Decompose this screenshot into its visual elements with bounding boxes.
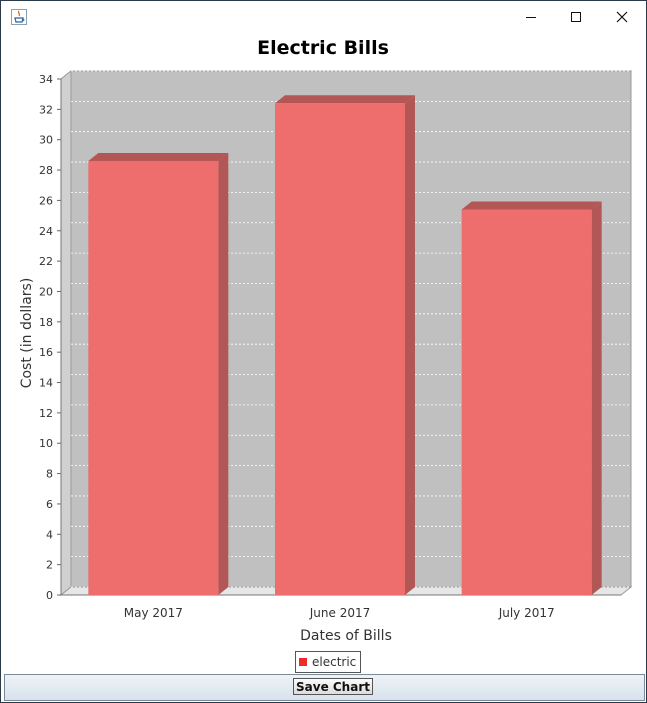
legend-swatch [299,658,307,666]
x-tick-label: May 2017 [124,606,183,620]
minimize-icon [526,17,536,18]
minimize-button[interactable] [508,1,554,33]
x-axis-label: Dates of Bills [300,628,392,644]
y-tick-label: 28 [39,164,53,177]
legend-label: electric [312,655,357,669]
y-tick-label: 24 [39,225,53,238]
y-tick-label: 0 [46,589,53,602]
close-icon [616,11,628,23]
close-button[interactable] [599,1,645,33]
save-chart-button[interactable]: Save Chart [293,678,373,695]
x-tick-label: July 2017 [498,606,555,620]
bar [275,103,405,596]
title-bar [1,1,646,33]
y-tick-label: 12 [39,407,53,420]
x-tick-label: June 2017 [309,606,371,620]
y-tick-label: 34 [39,73,53,86]
y-tick-label: 14 [39,377,53,390]
maximize-icon [571,12,581,22]
y-tick-label: 10 [39,437,53,450]
bar [461,209,592,596]
plot-left-wall [60,69,72,597]
y-tick-label: 32 [39,103,53,116]
y-tick-label: 18 [39,316,53,329]
bar-chart: Electric Bills02468101214161820222426283… [19,37,633,644]
y-tick-label: 4 [46,528,53,541]
y-tick-label: 2 [46,559,53,572]
maximize-button[interactable] [553,1,599,33]
y-tick-label: 22 [39,255,53,268]
chart-panel: Electric Bills 0 2 4 6 8 10 12 14 16 18 20 22 24 26 28 3… [3,33,643,673]
chart-title: Electric Bills [257,37,389,59]
bar-top [461,201,602,210]
y-tick-label: 20 [39,285,53,298]
bar-side [591,201,602,596]
y-tick-label: 26 [39,194,53,207]
bar-side [218,152,229,595]
y-tick-label: 8 [46,468,53,481]
save-toolbar: Save Chart [4,674,645,701]
bar [88,160,219,595]
java-icon[interactable] [11,9,27,25]
chart-legend: electric [295,651,362,673]
y-tick-label: 16 [39,346,53,359]
y-axis-label: Cost (in dollars) [19,278,35,389]
y-tick-label: 6 [46,498,53,511]
bar-top [275,95,415,104]
bar-side [405,95,415,595]
y-tick-label: 30 [39,134,53,147]
bar-top [88,152,229,161]
